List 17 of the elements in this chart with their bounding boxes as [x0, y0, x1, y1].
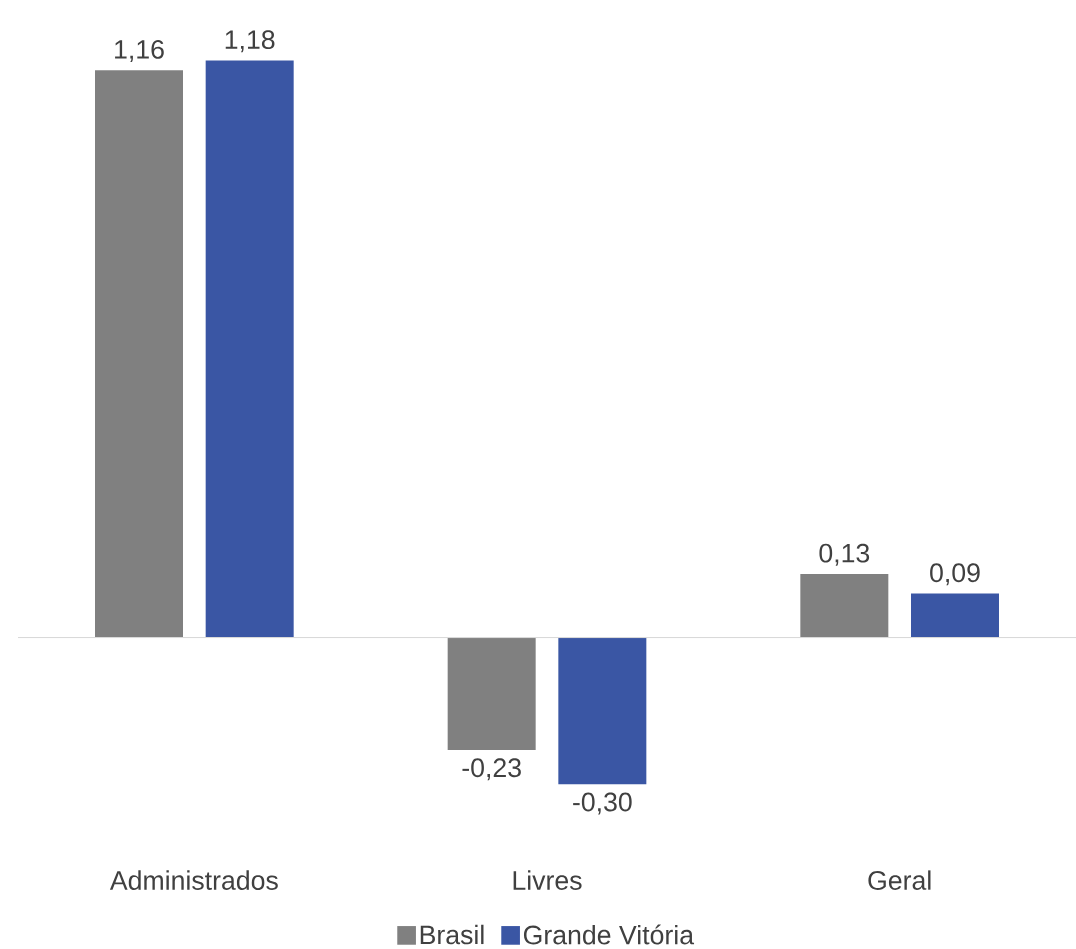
data-label: 0,09	[930, 563, 980, 586]
bar	[205, 60, 294, 638]
bar	[800, 573, 889, 638]
data-label: 0,13	[819, 543, 870, 566]
data-label: 1,18	[225, 30, 275, 53]
data-label: -0,23	[462, 758, 521, 781]
x-tick-label: Administrados	[109, 870, 278, 890]
bar	[95, 70, 184, 638]
bar	[447, 637, 536, 750]
x-tick-label: Livres	[513, 870, 582, 890]
legend-label: Grande Vitória	[523, 924, 695, 945]
x-tick-label: Geral	[868, 870, 931, 890]
bar	[558, 637, 647, 785]
bar	[911, 593, 999, 638]
data-label: 1,16	[115, 39, 164, 62]
data-label: -0,30	[573, 792, 632, 815]
legend-label: Brasil	[420, 924, 484, 945]
